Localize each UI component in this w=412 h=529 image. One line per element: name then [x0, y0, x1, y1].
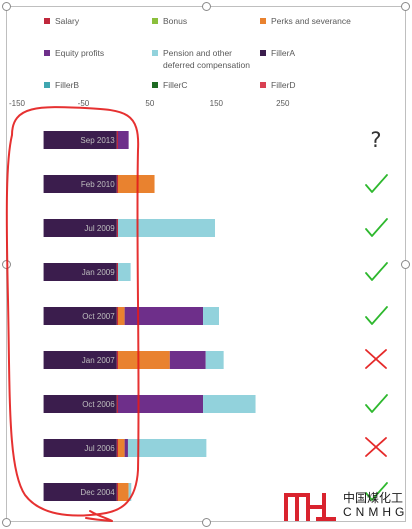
- bar-segment: [43, 219, 117, 237]
- bar-segment: [43, 263, 117, 281]
- bar-segment: [116, 307, 118, 325]
- legend-item[interactable]: Bonus: [152, 15, 256, 27]
- question-mark: ?: [370, 128, 381, 152]
- bar-segment: [117, 307, 125, 325]
- bar-segment: [169, 351, 206, 369]
- legend-label: Pension and other deferred compensation: [163, 48, 250, 70]
- legend-label: Perks and severance: [271, 16, 351, 26]
- legend-swatch: [152, 18, 158, 24]
- legend-swatch: [152, 82, 158, 88]
- legend-swatch: [260, 82, 266, 88]
- legend-swatch: [260, 18, 266, 24]
- x-tick-label: 150: [209, 99, 224, 108]
- legend-swatch: [152, 50, 158, 56]
- category-label: Dec 2004: [80, 488, 115, 497]
- legend-item[interactable]: Perks and severance: [260, 15, 370, 27]
- bar-segment: [43, 131, 117, 149]
- bar-segment: [116, 483, 118, 501]
- legend-label: Salary: [55, 16, 80, 26]
- legend-label: FillerC: [163, 80, 188, 90]
- legend-swatch: [260, 50, 266, 56]
- legend-item[interactable]: Salary: [44, 15, 148, 27]
- bar-segment: [43, 351, 117, 369]
- watermark: 中国煤化工 CNMHG: [283, 486, 412, 524]
- check-icon: [365, 262, 388, 281]
- hand-drawn-outline: [5, 106, 140, 522]
- bar-segment: [117, 263, 131, 281]
- watermark-logo-icon: [284, 493, 336, 521]
- legend-label: FillerB: [55, 80, 80, 90]
- bar-segment: [117, 483, 129, 501]
- category-label: Jul 2009: [84, 224, 115, 233]
- x-tick-label: -150: [8, 99, 26, 108]
- category-label: Jan 2009: [82, 268, 115, 277]
- cross-icon: [365, 437, 387, 457]
- resize-handle-top-center[interactable]: [202, 2, 211, 11]
- legend-item[interactable]: FillerC: [152, 79, 256, 91]
- bar-segment: [116, 395, 118, 413]
- bar-segment: [117, 351, 170, 369]
- watermark-chinese-text: 中国煤化工: [343, 491, 404, 505]
- check-icon: [365, 306, 388, 325]
- bar-segment: [117, 131, 129, 149]
- bar-segment: [43, 483, 117, 501]
- check-icon: [365, 218, 388, 237]
- category-label: Jul 2006: [84, 444, 115, 453]
- legend-item[interactable]: Equity profits: [44, 47, 148, 59]
- bar-segment: [43, 439, 117, 457]
- resize-handle-middle-right[interactable]: [401, 260, 410, 269]
- cross-icon: [365, 349, 387, 369]
- legend-label: FillerD: [271, 80, 296, 90]
- bar-segment: [205, 351, 224, 369]
- category-label: Jan 2007: [82, 356, 115, 365]
- bar-segment: [124, 307, 204, 325]
- legend-item[interactable]: FillerA: [260, 47, 370, 59]
- bar-segment: [117, 395, 204, 413]
- legend-item[interactable]: Pension and other deferred compensation: [152, 47, 256, 71]
- legend-item[interactable]: FillerD: [260, 79, 370, 91]
- bar-segment: [116, 263, 118, 281]
- bar-segment: [117, 219, 216, 237]
- category-label: Feb 2010: [81, 180, 115, 189]
- legend-item[interactable]: FillerB: [44, 79, 148, 91]
- x-tick-label: 250: [276, 99, 290, 108]
- bar-segment: [124, 439, 128, 457]
- bar-segment: [117, 439, 125, 457]
- bar-segment: [128, 483, 132, 501]
- check-icon: [365, 482, 388, 501]
- bar-segment: [116, 131, 118, 149]
- resize-handle-bottom-center[interactable]: [202, 518, 211, 527]
- legend-swatch: [44, 18, 50, 24]
- x-tick-label: -50: [77, 99, 90, 108]
- legend-swatch: [44, 82, 50, 88]
- resize-handle-bottom-left[interactable]: [2, 518, 11, 527]
- bar-segment: [43, 395, 117, 413]
- legend-swatch: [44, 50, 50, 56]
- category-label: Oct 2007: [82, 312, 115, 321]
- bar-segment: [116, 175, 118, 193]
- resize-handle-top-right[interactable]: [401, 2, 410, 11]
- bar-segment: [116, 439, 118, 457]
- bar-segment: [203, 307, 219, 325]
- legend-label: FillerA: [271, 48, 296, 58]
- bar-segment: [43, 307, 117, 325]
- category-label: Sep 2013: [80, 136, 115, 145]
- check-icon: [365, 174, 388, 193]
- legend-label: Equity profits: [55, 48, 105, 58]
- category-label: Oct 2006: [82, 400, 115, 409]
- legend-label: Bonus: [163, 16, 188, 26]
- bar-segment: [127, 439, 207, 457]
- bar-segment: [43, 175, 117, 193]
- bar-segment: [116, 351, 118, 369]
- watermark-latin-text: CNMHG: [343, 505, 409, 519]
- x-tick-label: 50: [145, 99, 155, 108]
- bar-segment: [203, 395, 256, 413]
- check-icon: [365, 394, 388, 413]
- bar-segment: [116, 219, 118, 237]
- resize-handle-top-left[interactable]: [2, 2, 11, 11]
- bar-segment: [117, 175, 155, 193]
